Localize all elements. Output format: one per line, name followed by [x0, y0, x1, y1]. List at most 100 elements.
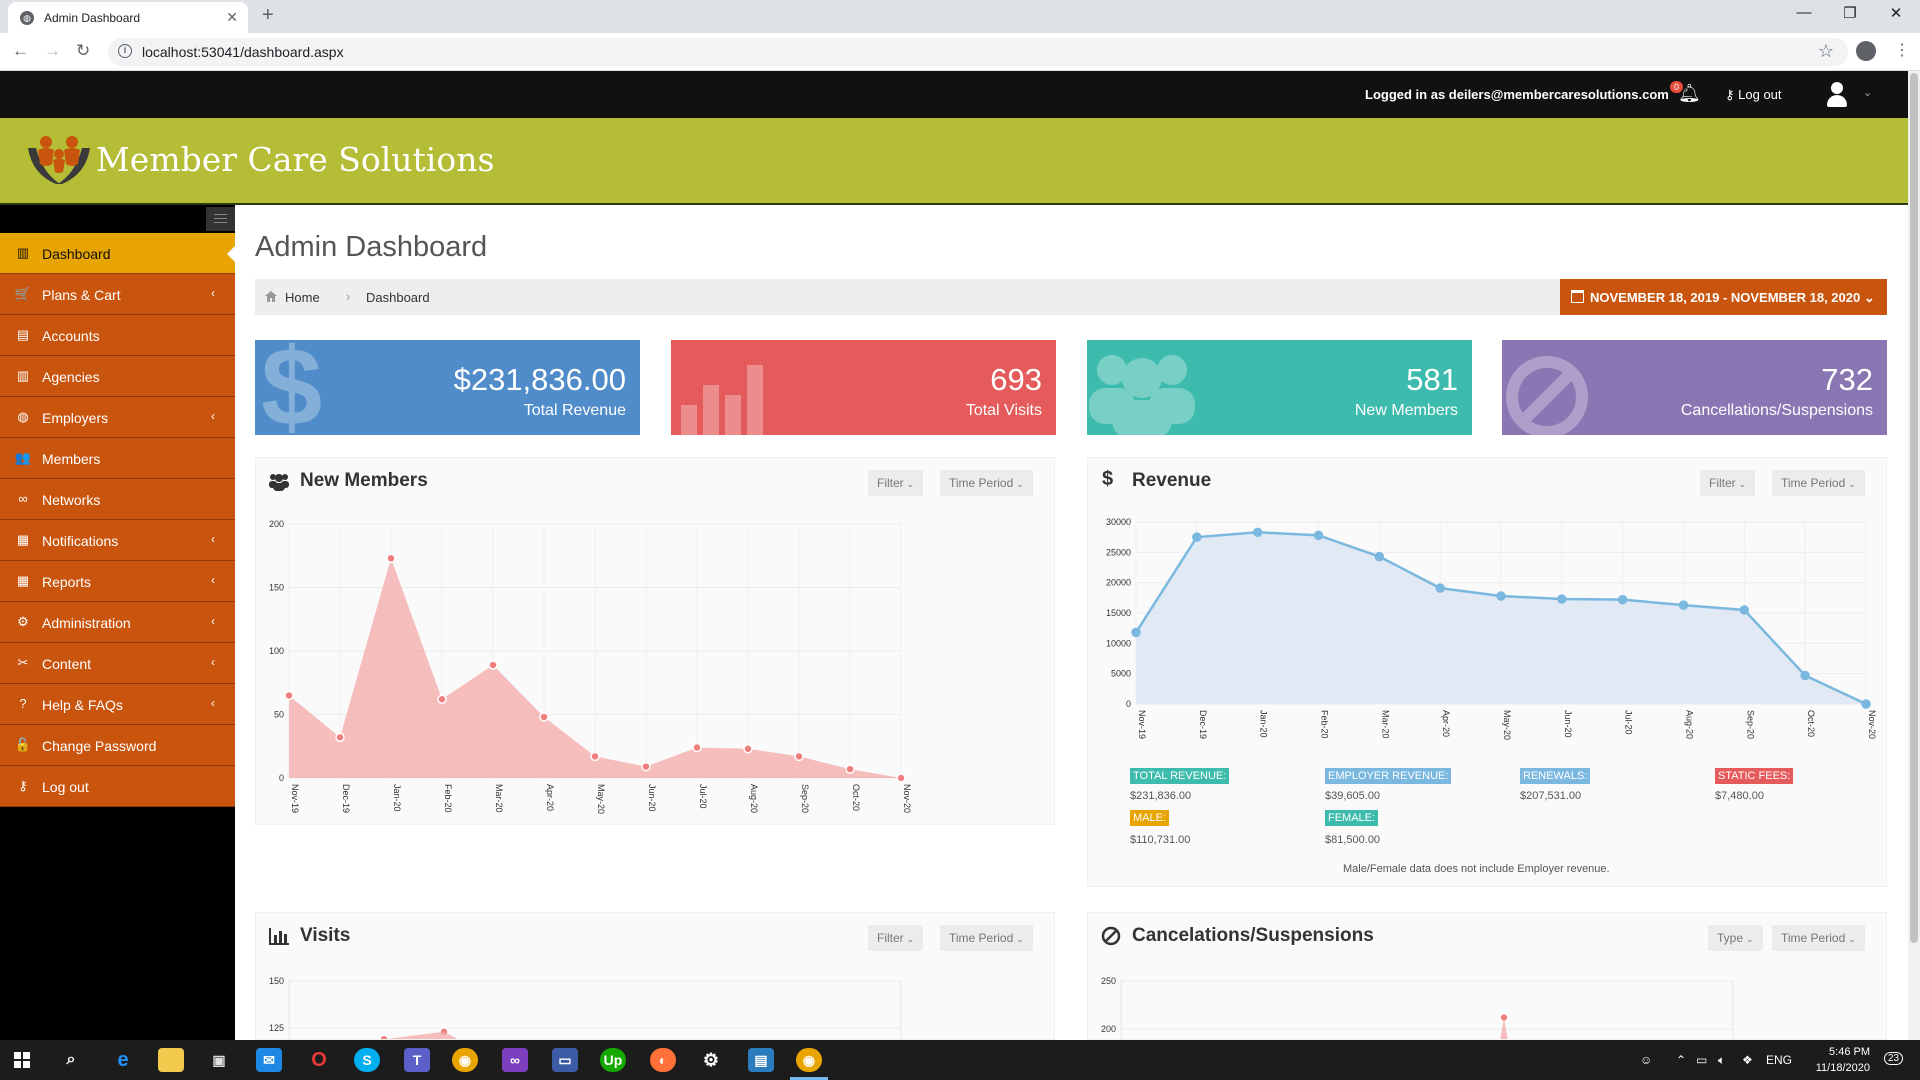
data-point[interactable]: [1192, 532, 1202, 542]
edge-icon[interactable]: e: [117, 1049, 129, 1071]
sidebar-item-help-faqs[interactable]: ? Help & FAQs ‹: [0, 684, 235, 725]
sidebar-item-content[interactable]: ✂ Content ‹: [0, 643, 235, 684]
sql-server-icon[interactable]: ▤: [748, 1048, 774, 1072]
chrome-icon[interactable]: ◉: [452, 1048, 478, 1072]
back-button[interactable]: ←: [12, 41, 29, 60]
network-icon[interactable]: ▭: [1696, 1053, 1708, 1067]
filter-dropdown[interactable]: Filter ⌄: [868, 925, 924, 951]
data-point[interactable]: [1678, 600, 1689, 610]
window-close-button[interactable]: ✕: [1889, 5, 1903, 22]
browser-tab[interactable]: ◍ Admin Dashboard ✕: [8, 2, 248, 33]
data-point[interactable]: [1800, 670, 1810, 681]
settings-gear-icon[interactable]: ⚙: [702, 1050, 720, 1070]
system-clock[interactable]: 5:46 PM 11/18/2020: [1800, 1044, 1870, 1076]
stat-card-new-members[interactable]: 581 New Members: [1087, 340, 1472, 435]
time-period-dropdown[interactable]: Time Period ⌄: [940, 925, 1033, 951]
sidebar-item-plans-cart[interactable]: 🛒 Plans & Cart ‹: [0, 274, 235, 315]
data-point[interactable]: [1861, 699, 1871, 709]
forward-button[interactable]: →: [44, 41, 61, 60]
bookmark-star-icon[interactable]: ☆: [1817, 41, 1834, 61]
people-icon[interactable]: ☺: [1640, 1053, 1653, 1067]
breadcrumb-home-link[interactable]: Home: [285, 290, 320, 305]
time-period-dropdown[interactable]: Time Period ⌄: [1772, 470, 1865, 496]
profile-icon[interactable]: [1856, 41, 1876, 61]
remote-desktop-icon[interactable]: ▭: [552, 1048, 578, 1072]
chrome-active-icon[interactable]: ◉: [796, 1048, 822, 1072]
reload-button[interactable]: ↻: [76, 41, 91, 60]
search-icon[interactable]: ⌕: [66, 1051, 76, 1068]
data-point[interactable]: [743, 744, 753, 754]
windows-start-icon[interactable]: [14, 1052, 30, 1068]
data-point[interactable]: [1435, 583, 1445, 593]
sidebar-item-reports[interactable]: ▦ Reports ‹: [0, 561, 235, 602]
firefox-icon[interactable]: ◐: [650, 1048, 676, 1072]
data-point[interactable]: [1496, 591, 1506, 601]
sidebar-item-networks[interactable]: ∞ Networks: [0, 479, 235, 520]
sidebar-item-members[interactable]: 👥 Members: [0, 438, 235, 479]
volume-icon[interactable]: 🔈︎: [1718, 1053, 1726, 1067]
chevron-down-icon[interactable]: ⌄: [1863, 87, 1873, 99]
sidebar-item-log-out[interactable]: ⚷ Log out: [0, 766, 235, 807]
time-period-dropdown[interactable]: Time Period ⌄: [940, 470, 1033, 496]
visual-studio-icon[interactable]: ∞: [502, 1048, 528, 1072]
sidebar-item-dashboard[interactable]: ▥ Dashboard: [0, 233, 235, 274]
skype-icon[interactable]: S: [354, 1048, 380, 1072]
data-point[interactable]: [1739, 605, 1750, 615]
opera-icon[interactable]: O: [311, 1049, 327, 1071]
url-input[interactable]: i localhost:53041/dashboard.aspx ☆: [108, 38, 1848, 66]
filter-dropdown[interactable]: Filter ⌄: [868, 470, 924, 496]
dropbox-icon[interactable]: ❖: [1742, 1053, 1753, 1067]
data-point[interactable]: [1131, 627, 1141, 638]
page-scrollbar-thumb[interactable]: [1910, 73, 1918, 943]
bell-icon[interactable]: 🔔︎: [1678, 83, 1701, 103]
menu-dots-icon[interactable]: ⋮: [1894, 42, 1910, 59]
restore-button[interactable]: ❐: [1843, 5, 1857, 22]
data-point[interactable]: [284, 690, 294, 701]
notification-center-badge[interactable]: 23: [1884, 1052, 1904, 1065]
sidebar-item-accounts[interactable]: ▤ Accounts: [0, 315, 235, 356]
stat-card-total-visits[interactable]: 693 Total Visits: [671, 340, 1056, 435]
store-icon[interactable]: ▣: [212, 1052, 226, 1068]
sidebar-item-administration[interactable]: ⚙ Administration ‹: [0, 602, 235, 643]
stat-card-total-revenue[interactable]: $ $231,836.00 Total Revenue: [255, 340, 640, 435]
sidebar-item-change-password[interactable]: 🔓 Change Password: [0, 725, 235, 766]
data-point[interactable]: [386, 553, 396, 564]
sidebar-item-notifications[interactable]: ▦ Notifications ‹: [0, 520, 235, 561]
teams-icon[interactable]: T: [404, 1048, 430, 1072]
top-logout-link[interactable]: ⚷ Log out: [1725, 87, 1782, 103]
data-point[interactable]: [437, 694, 447, 705]
data-point[interactable]: [1313, 530, 1324, 541]
user-avatar-icon[interactable]: [1825, 82, 1849, 108]
stat-card-cancellations[interactable]: 732 Cancellations/Suspensions: [1502, 340, 1887, 435]
type-dropdown[interactable]: Type ⌄: [1708, 925, 1763, 951]
data-point[interactable]: [335, 732, 345, 743]
upwork-icon[interactable]: Up: [600, 1048, 626, 1072]
data-point[interactable]: [590, 751, 600, 762]
new-tab-button[interactable]: +: [262, 4, 274, 26]
data-point[interactable]: [488, 660, 498, 670]
language-indicator[interactable]: ENG: [1766, 1053, 1793, 1067]
chevron-up-icon[interactable]: ⌃: [1676, 1053, 1687, 1067]
data-point[interactable]: [641, 761, 651, 772]
data-point[interactable]: [1374, 551, 1385, 562]
minimize-button[interactable]: —: [1796, 4, 1812, 21]
data-point[interactable]: [794, 751, 804, 762]
data-point[interactable]: [1617, 594, 1628, 605]
data-point[interactable]: [539, 712, 549, 722]
date-range-picker[interactable]: NOVEMBER 18, 2019 - NOVEMBER 18, 2020 ⌄: [1560, 279, 1887, 315]
data-point[interactable]: [1557, 594, 1567, 604]
data-point[interactable]: [379, 1034, 389, 1040]
sidebar-item-employers[interactable]: ◍ Employers ‹: [0, 397, 235, 438]
mail-icon[interactable]: ✉: [256, 1048, 282, 1072]
file-explorer-icon[interactable]: [158, 1048, 184, 1072]
data-point[interactable]: [1252, 527, 1263, 538]
filter-dropdown[interactable]: Filter ⌄: [1700, 470, 1756, 496]
sidebar-toggle-button[interactable]: [206, 207, 235, 231]
data-point[interactable]: [896, 773, 906, 783]
data-point[interactable]: [692, 742, 702, 753]
sidebar-item-agencies[interactable]: ▥ Agencies: [0, 356, 235, 397]
data-point[interactable]: [845, 764, 855, 774]
close-icon[interactable]: ✕: [226, 9, 238, 25]
time-period-dropdown[interactable]: Time Period ⌄: [1772, 925, 1865, 951]
info-icon[interactable]: i: [118, 44, 132, 58]
